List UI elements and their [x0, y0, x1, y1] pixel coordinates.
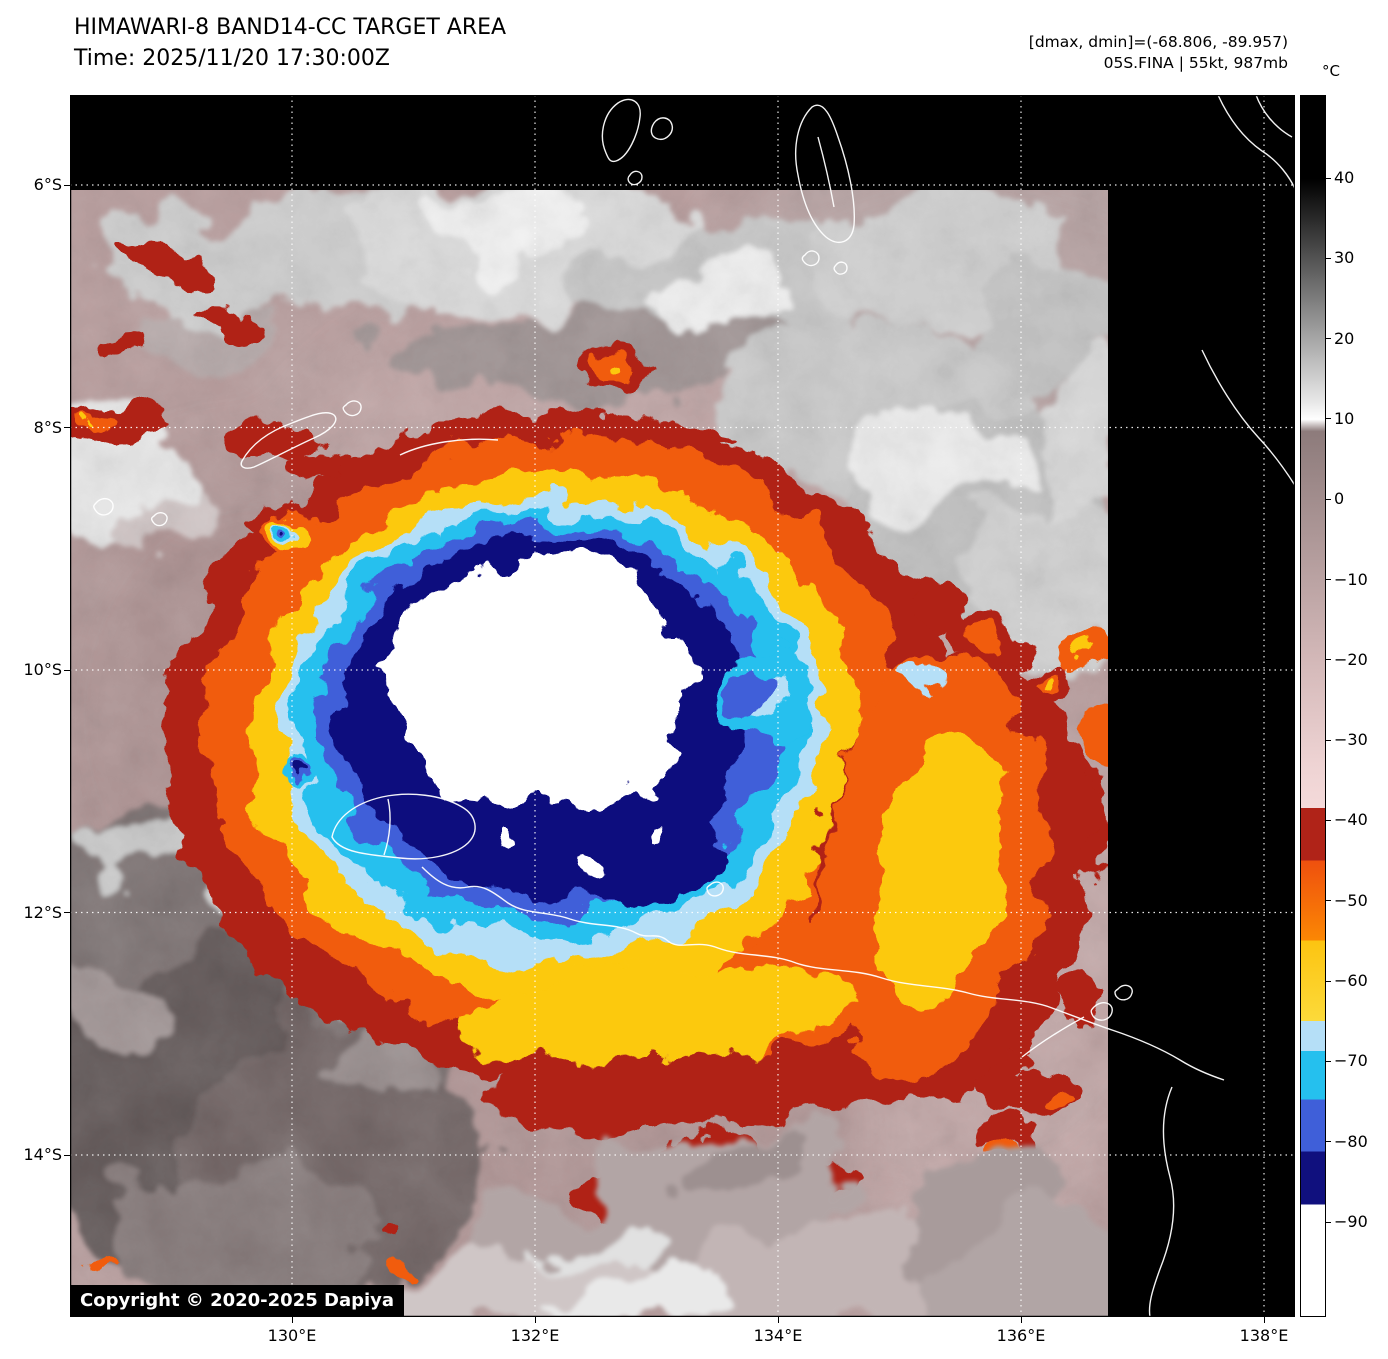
colorbar-tick-label: −70 [1334, 1051, 1368, 1071]
x-axis-tick-mark [1263, 1317, 1265, 1323]
colorbar-tick-mark [1326, 819, 1331, 821]
colorbar-tick-label: −30 [1334, 730, 1368, 750]
x-axis-tick-mark [777, 1317, 779, 1323]
colorbar-tick-mark [1326, 579, 1331, 581]
colorbar-tick-label: 10 [1334, 408, 1355, 428]
colorbar-tick-mark [1326, 257, 1331, 259]
x-axis-tick-mark [291, 1317, 293, 1323]
y-axis-tick-mark [64, 912, 70, 913]
lat-tick-label: 12°S [23, 902, 62, 922]
colorbar-tick-label: −50 [1334, 890, 1368, 910]
ir-imagery [70, 190, 1108, 1317]
colorbar-tick-mark [1326, 1221, 1331, 1223]
small-cold-spots [260, 501, 324, 786]
lon-tick-label: 136°E [996, 1326, 1046, 1345]
colorbar-tick-mark [1326, 739, 1331, 741]
colorbar-tick-label: 40 [1334, 168, 1355, 187]
colorbar-unit-label: °C [1322, 62, 1340, 80]
colorbar-tick-label: 0 [1334, 489, 1345, 509]
colorbar-tick-mark [1326, 659, 1331, 661]
y-axis-tick-mark [64, 669, 70, 671]
colorbar-tick-mark [1326, 498, 1331, 500]
colorbar-tick-label: 20 [1334, 328, 1355, 348]
cyclone-cold-cloud-shield [162, 413, 958, 1077]
south-gray-cloud-streaks [352, 1119, 1108, 1317]
y-axis-tick-mark [64, 1154, 70, 1156]
colorbar-tick-label: −40 [1334, 810, 1368, 830]
lon-tick-label: 132°E [510, 1326, 560, 1345]
colorbar-tick-label: −80 [1334, 1131, 1368, 1151]
colorbar-tick-label: −90 [1334, 1212, 1368, 1231]
colorbar-tick-label: −20 [1334, 649, 1368, 669]
colorbar-tick-mark [1326, 980, 1331, 982]
colorbar-tick-mark [1326, 900, 1331, 902]
title-block: HIMAWARI-8 BAND14-CC TARGET AREA Time: 2… [74, 12, 506, 74]
figure-title: HIMAWARI-8 BAND14-CC TARGET AREA [74, 15, 507, 40]
satellite-map-svg [69, 94, 1296, 1318]
colorbar-tick-mark [1326, 418, 1331, 420]
map-plot-area [69, 94, 1296, 1318]
colorbar [1300, 95, 1326, 1317]
lon-tick-label: 130°E [267, 1326, 317, 1345]
colorbar-tick-mark [1326, 1060, 1331, 1062]
figure-time: Time: 2025/11/20 17:30:00Z [74, 46, 390, 71]
y-axis-tick-mark [64, 184, 70, 186]
grid-lines [70, 95, 1295, 1317]
lat-tick-label: 14°S [23, 1145, 62, 1164]
colorbar-tick-label: 30 [1334, 248, 1355, 268]
lat-tick-label: 6°S [33, 175, 62, 194]
x-axis-tick-mark [534, 1317, 536, 1323]
colorbar-gradient [1301, 96, 1325, 1316]
storm-info-label: 05S.FINA | 55kt, 987mb [1103, 54, 1288, 72]
colorbar-tick-label: −60 [1334, 971, 1368, 991]
colorbar-tick-mark [1326, 338, 1331, 340]
dmax-dmin-label: [dmax, dmin]=(-68.806, -89.957) [1028, 33, 1288, 51]
x-axis-tick-mark [1020, 1317, 1022, 1323]
annotation-block: [dmax, dmin]=(-68.806, -89.957) 05S.FINA… [1029, 32, 1288, 74]
plot-border [69, 94, 1296, 1318]
colorbar-tick-mark [1326, 177, 1331, 179]
copyright-badge: Copyright © 2020-2025 Dapiya [70, 1285, 405, 1317]
lon-tick-label: 138°E [1239, 1326, 1289, 1345]
colorbar-tick-mark [1326, 1141, 1331, 1143]
y-axis-tick-mark [64, 427, 70, 428]
colorbar-tick-label: −10 [1334, 569, 1368, 589]
coastlines [93, 95, 1295, 1317]
lat-tick-label: 8°S [33, 417, 62, 437]
lat-tick-label: 10°S [23, 660, 62, 679]
lon-tick-label: 134°E [753, 1326, 803, 1345]
